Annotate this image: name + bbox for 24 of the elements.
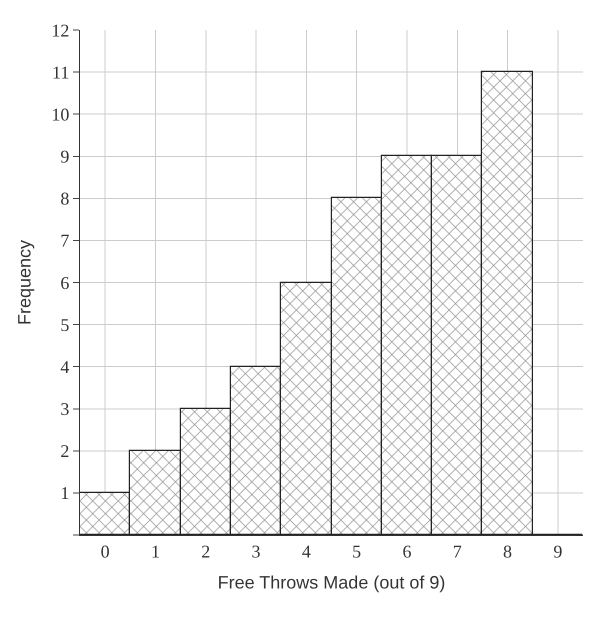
y-tick-label: 6: [60, 272, 70, 293]
x-tick-label: 2: [201, 542, 210, 562]
y-tick-label: 1: [60, 483, 70, 504]
y-tick-label: 7: [60, 230, 70, 251]
y-tick-label: 8: [60, 188, 70, 209]
y-tick-label: 2: [60, 441, 70, 462]
x-tick-label: 1: [150, 542, 160, 562]
y-tick-label: 12: [51, 20, 70, 40]
x-tick-label: 5: [352, 542, 362, 562]
y-axis-title: Frequency: [14, 240, 35, 326]
x-tick-label: 4: [302, 542, 311, 562]
y-tick-label: 5: [60, 314, 70, 335]
x-axis-title: Free Throws Made (out of 9): [218, 572, 446, 593]
x-tick-label: 0: [100, 542, 110, 562]
y-tick-label: 11: [52, 62, 70, 82]
y-tick-label: 10: [51, 104, 70, 124]
x-tick-label: 7: [452, 542, 462, 562]
y-tick-label: 4: [60, 356, 70, 377]
x-tick-label: 3: [252, 542, 261, 562]
x-tick-label: 8: [503, 542, 512, 562]
y-tick-label: 3: [60, 399, 70, 420]
y-tick-label: 9: [60, 146, 70, 167]
x-tick-label: 6: [402, 542, 412, 562]
x-tick-label: 9: [553, 542, 562, 562]
